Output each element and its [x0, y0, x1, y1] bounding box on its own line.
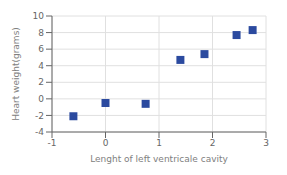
svg-text:8: 8 — [38, 28, 44, 38]
svg-text:3: 3 — [263, 138, 269, 148]
svg-text:2: 2 — [38, 77, 44, 87]
svg-text:-2: -2 — [35, 111, 44, 121]
svg-text:-1: -1 — [48, 138, 57, 148]
svg-text:4: 4 — [38, 61, 44, 71]
svg-text:-4: -4 — [35, 127, 44, 137]
svg-text:0: 0 — [103, 138, 109, 148]
svg-text:Heart weight(grams): Heart weight(grams) — [11, 27, 21, 121]
svg-text:10: 10 — [33, 11, 45, 21]
svg-text:0: 0 — [38, 94, 44, 104]
svg-text:Lenght of left ventricale cavi: Lenght of left ventricale cavity — [90, 154, 228, 164]
svg-text:1: 1 — [156, 138, 162, 148]
svg-text:2: 2 — [210, 138, 216, 148]
svg-text:6: 6 — [38, 44, 44, 54]
